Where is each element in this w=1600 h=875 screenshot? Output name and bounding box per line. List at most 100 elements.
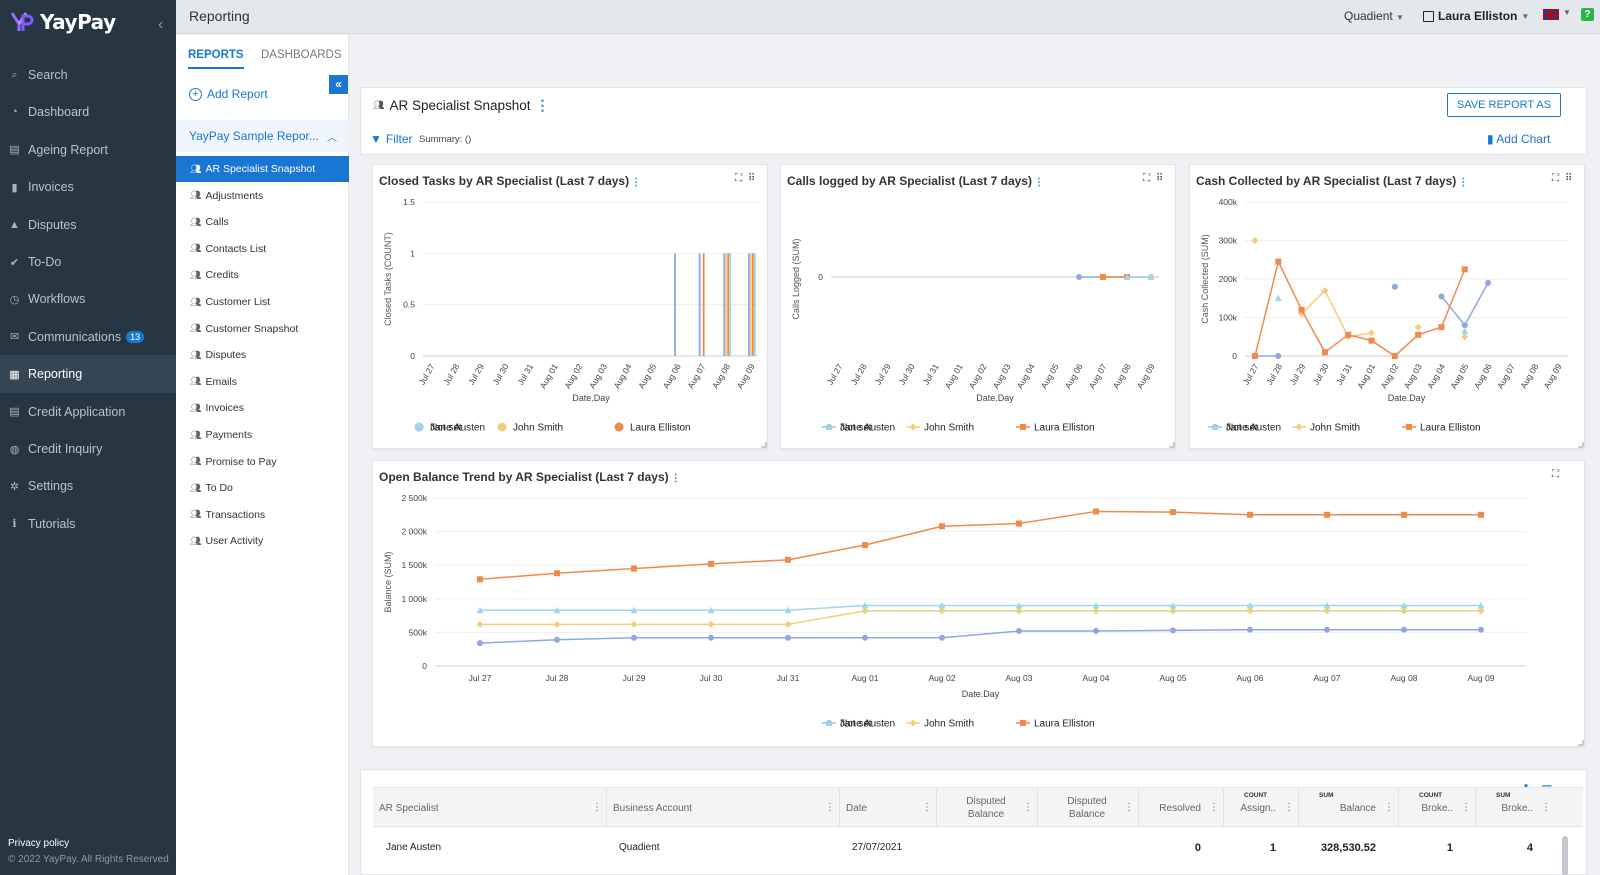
data-point[interactable] xyxy=(631,634,637,641)
data-point[interactable] xyxy=(784,606,792,614)
nav-item-invoices[interactable]: ▮ Invoices xyxy=(0,168,176,206)
column-header[interactable]: SUM Balance ⋮ xyxy=(1298,788,1398,828)
column-menu-icon[interactable]: ⋮ xyxy=(1124,802,1134,813)
data-point[interactable] xyxy=(1169,607,1177,615)
data-point[interactable] xyxy=(1211,423,1219,431)
data-point[interactable] xyxy=(1345,331,1352,338)
column-header[interactable]: Disputed Balance ⋮ xyxy=(936,788,1037,828)
data-point[interactable] xyxy=(553,620,561,628)
data-point[interactable] xyxy=(938,607,946,615)
data-point[interactable] xyxy=(1461,322,1468,329)
data-point[interactable] xyxy=(825,423,833,431)
data-point[interactable] xyxy=(554,636,560,643)
report-list-item[interactable]: 👥︎ Promise to Pay xyxy=(176,449,349,475)
caret-down-icon[interactable]: ▼ xyxy=(1563,8,1571,17)
data-point[interactable] xyxy=(862,634,868,641)
legend-item[interactable]: Laura Elliston xyxy=(614,422,691,434)
resize-handle-icon[interactable] xyxy=(1578,442,1584,448)
data-point[interactable] xyxy=(1246,607,1254,615)
expand-icon[interactable]: ⛶ xyxy=(1552,173,1565,184)
column-header[interactable]: SUM Broke.. ⋮ xyxy=(1475,788,1555,828)
save-report-as-button[interactable]: SAVE REPORT AS xyxy=(1447,93,1561,117)
data-point[interactable] xyxy=(1020,720,1026,726)
drag-handle-icon[interactable]: ⠿ xyxy=(1565,173,1579,184)
data-point[interactable] xyxy=(785,556,791,563)
bar[interactable] xyxy=(698,253,701,356)
drag-handle-icon[interactable]: ⠿ xyxy=(1156,173,1170,184)
data-point[interactable] xyxy=(1368,337,1375,344)
data-point[interactable] xyxy=(1252,353,1258,359)
legend-item[interactable]: John Smith xyxy=(906,719,974,730)
report-list-item[interactable]: 👥︎ Credits xyxy=(176,262,349,288)
legend-item[interactable]: Not set xyxy=(414,422,462,434)
brand-logo[interactable]: YayPay xyxy=(10,10,116,34)
legend-item[interactable]: John Smith xyxy=(906,423,974,434)
column-menu-icon[interactable]: ⋮ xyxy=(922,802,932,813)
data-point[interactable] xyxy=(939,634,945,641)
bar[interactable] xyxy=(750,253,752,356)
uk-flag-icon[interactable] xyxy=(1543,9,1559,20)
data-point[interactable] xyxy=(1478,626,1484,633)
expand-icon[interactable]: ⛶ xyxy=(735,173,748,184)
report-folder[interactable]: YayPay Sample Repor... ︿ xyxy=(176,120,349,152)
report-list-item[interactable]: 👥︎ AR Specialist Snapshot xyxy=(176,156,349,182)
data-point[interactable] xyxy=(1274,294,1282,302)
data-point[interactable] xyxy=(553,606,561,614)
legend-item[interactable]: Not set xyxy=(822,719,872,730)
data-point[interactable] xyxy=(630,606,638,614)
add-chart-button[interactable]: ▮ Add Chart xyxy=(1487,132,1550,146)
report-list-item[interactable]: 👥︎ Emails xyxy=(176,369,349,395)
data-point[interactable] xyxy=(1461,333,1469,341)
data-point[interactable] xyxy=(1391,283,1398,290)
nav-item-settings[interactable]: ✲ Settings xyxy=(0,467,176,505)
kebab-menu-icon[interactable]: ⋮ xyxy=(670,473,681,484)
report-list-item[interactable]: 👥︎ To Do xyxy=(176,475,349,501)
bar[interactable] xyxy=(725,253,728,356)
data-point[interactable] xyxy=(1170,509,1176,516)
expand-icon[interactable]: ⛶ xyxy=(1552,469,1565,480)
data-point[interactable] xyxy=(1015,602,1023,609)
data-point[interactable] xyxy=(1323,602,1331,609)
data-point[interactable] xyxy=(1123,273,1131,281)
legend-item[interactable]: Laura Elliston xyxy=(1016,423,1095,434)
column-menu-icon[interactable]: ⋮ xyxy=(1461,802,1471,813)
data-point[interactable] xyxy=(1438,293,1445,300)
report-list-item[interactable]: 👥︎ Transactions xyxy=(176,502,349,528)
bar[interactable] xyxy=(723,253,726,356)
data-point[interactable] xyxy=(477,576,483,583)
data-point[interactable] xyxy=(1438,324,1445,331)
data-point[interactable] xyxy=(1400,607,1408,615)
column-menu-icon[interactable]: ⋮ xyxy=(825,802,835,813)
data-point[interactable] xyxy=(1246,602,1254,609)
data-point[interactable] xyxy=(1093,508,1099,515)
data-point[interactable] xyxy=(1275,258,1282,265)
column-menu-icon[interactable]: ⋮ xyxy=(1384,802,1394,813)
data-point[interactable] xyxy=(1477,602,1485,609)
collapse-nav-icon[interactable]: ‹ xyxy=(158,16,164,33)
bar[interactable] xyxy=(748,253,750,356)
data-point[interactable] xyxy=(476,620,484,628)
kebab-menu-icon[interactable]: ⋮ xyxy=(1458,177,1469,188)
column-header[interactable]: Disputed Balance ⋮ xyxy=(1037,788,1138,828)
nav-item-ageing-report[interactable]: ▤ Ageing Report xyxy=(0,131,176,169)
data-point[interactable] xyxy=(1414,323,1422,331)
data-point[interactable] xyxy=(861,607,869,615)
data-point[interactable] xyxy=(1485,279,1492,286)
data-point[interactable] xyxy=(909,719,917,727)
data-point[interactable] xyxy=(1461,266,1468,273)
legend-item[interactable]: Laura Elliston xyxy=(1402,423,1481,434)
data-point[interactable] xyxy=(1298,306,1305,313)
data-point[interactable] xyxy=(784,620,792,628)
data-point[interactable] xyxy=(1092,602,1100,609)
data-point[interactable] xyxy=(1321,349,1328,356)
report-list-item[interactable]: 👥︎ User Activity xyxy=(176,528,349,554)
bar[interactable] xyxy=(727,253,730,356)
data-point[interactable] xyxy=(1076,274,1082,280)
report-list-item[interactable]: 👥︎ Invoices xyxy=(176,395,349,421)
data-point[interactable] xyxy=(1247,511,1253,518)
data-point[interactable] xyxy=(785,634,791,641)
column-menu-icon[interactable]: ⋮ xyxy=(592,802,602,813)
report-list-item[interactable]: 👥︎ Adjustments xyxy=(176,183,349,209)
report-list-item[interactable]: 👥︎ Disputes xyxy=(176,342,349,368)
bar[interactable] xyxy=(702,253,705,356)
